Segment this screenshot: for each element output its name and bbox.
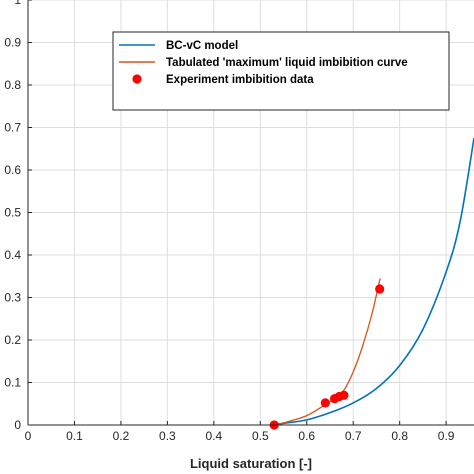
x-tick-label: 0.2 — [113, 429, 130, 443]
legend-label: Experiment imbibition data — [166, 74, 314, 86]
ticks: 0 0.1 0.2 0.3 0.4 0.5 0.6 0.7 0.8 0.9 0 0.1 0.2 0.3 0.… — [4, 0, 455, 443]
legend-label: Tabulated 'maximum' liquid imbibition cu… — [166, 57, 408, 69]
legend-label: BC-vC model — [166, 40, 238, 52]
y-tick-label: 0.7 — [4, 121, 21, 135]
y-tick-label: 1 — [14, 0, 21, 7]
legend-box — [112, 31, 450, 111]
y-tick-label: 0.3 — [4, 291, 21, 305]
legend-swatch-experiment — [132, 74, 142, 84]
y-tick-label: 0.8 — [4, 78, 21, 92]
y-tick-label: 0.5 — [4, 206, 21, 220]
legend: BC-vC model Tabulated 'maximum' liquid im… — [112, 31, 450, 111]
x-tick-label: 0.9 — [438, 429, 455, 443]
series-layer — [269, 137, 474, 430]
x-axis-label: Liquid saturation [-] — [190, 456, 312, 471]
x-tick-label: 0.1 — [66, 429, 83, 443]
y-tick-label: 0.6 — [4, 163, 21, 177]
experiment-data-point — [339, 390, 349, 400]
y-tick-label: 0.1 — [4, 376, 21, 390]
y-tick-label: 0.9 — [4, 36, 21, 50]
x-tick-label: 0.4 — [205, 429, 222, 443]
x-tick-label: 0.8 — [391, 429, 408, 443]
bc-vc-model-line — [269, 137, 474, 426]
y-tick-label: 0 — [14, 418, 21, 432]
x-tick-label: 0 — [25, 429, 32, 443]
experiment-data-point — [320, 398, 330, 408]
x-tick-label: 0.6 — [298, 429, 315, 443]
y-tick-label: 0.4 — [4, 248, 21, 262]
x-tick-label: 0.7 — [345, 429, 362, 443]
x-tick-label: 0.5 — [252, 429, 269, 443]
y-tick-label: 0.2 — [4, 333, 21, 347]
experiment-data-point — [375, 284, 385, 294]
x-tick-label: 0.3 — [159, 429, 176, 443]
